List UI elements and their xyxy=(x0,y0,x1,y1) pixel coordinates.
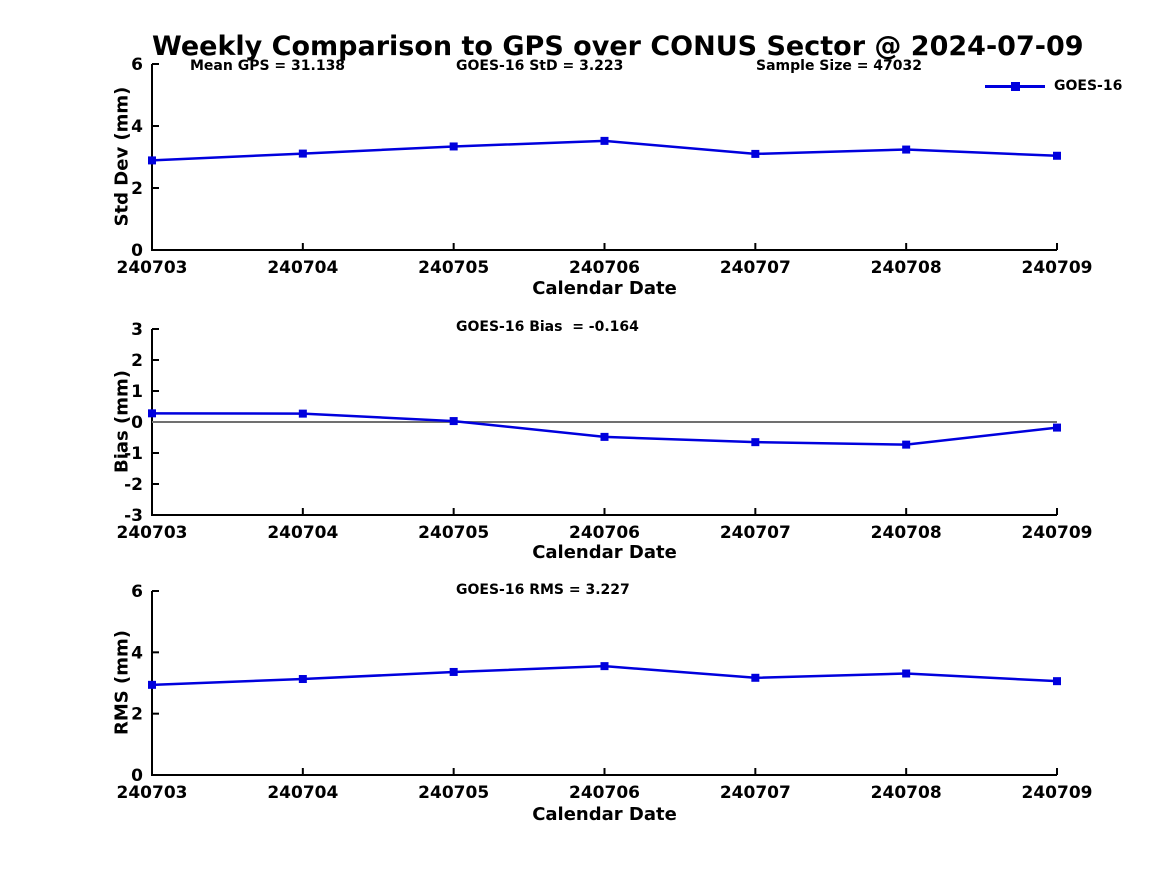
y-tick-label: -1 xyxy=(124,444,143,464)
annotation-mean-gps: Mean GPS = 31.138 xyxy=(190,58,346,74)
x-tick-label: 240708 xyxy=(871,258,942,278)
data-point-marker xyxy=(902,440,911,449)
y-axis-label-bias: Bias (mm) xyxy=(111,370,133,473)
x-tick-label: 240705 xyxy=(418,258,489,278)
y-tick-label: 2 xyxy=(131,179,143,199)
data-point-marker xyxy=(298,409,307,418)
x-tick-label: 240708 xyxy=(871,783,942,803)
x-tick-label: 240705 xyxy=(418,783,489,803)
subplot-std-dev: 0 2 4 6 240703 240704 240705 240706 240707 240708… xyxy=(117,55,1093,278)
annotation-goes16-bias: GOES-16 Bias = -0.164 xyxy=(456,319,639,335)
data-point-marker xyxy=(902,145,911,154)
y-tick-label: 4 xyxy=(131,643,143,663)
x-tick-label: 240707 xyxy=(720,523,791,543)
data-point-marker xyxy=(148,156,156,165)
data-point-marker xyxy=(449,142,458,151)
data-point-marker xyxy=(600,136,609,145)
y-tick-label: 0 xyxy=(131,241,143,261)
x-tick-label: 240705 xyxy=(418,523,489,543)
x-tick-label: 240708 xyxy=(871,523,942,543)
x-tick-label: 240709 xyxy=(1022,783,1093,803)
x-tick-label: 240704 xyxy=(267,258,338,278)
chart-title: Weekly Comparison to GPS over CONUS Sect… xyxy=(152,31,1084,62)
data-point-marker xyxy=(751,438,760,447)
data-point-marker xyxy=(751,673,760,682)
data-point-marker xyxy=(1053,677,1061,686)
y-axis-label-rms: RMS (mm) xyxy=(111,630,133,735)
subplot-rms: 0 2 4 6 240703 240704 240705 240706 240707 240708… xyxy=(117,582,1093,803)
legend-label: GOES-16 xyxy=(1054,78,1123,94)
legend-square-marker-icon xyxy=(1011,81,1020,91)
x-tick-label: 240703 xyxy=(117,783,188,803)
data-point-marker xyxy=(600,662,609,671)
data-point-marker xyxy=(600,432,609,441)
x-axis-label-stddev: Calendar Date xyxy=(532,278,677,299)
data-point-marker xyxy=(449,667,458,676)
data-point-marker xyxy=(449,417,458,426)
legend: GOES-16 xyxy=(985,78,1122,94)
y-axis-label-stddev: Std Dev (mm) xyxy=(111,86,133,227)
annotation-goes16-std: GOES-16 StD = 3.223 xyxy=(456,58,624,74)
data-point-marker xyxy=(298,675,307,684)
data-point-marker xyxy=(148,680,156,689)
x-tick-label: 240707 xyxy=(720,783,791,803)
y-tick-label: 6 xyxy=(131,582,143,602)
y-tick-label: 2 xyxy=(131,351,143,371)
data-point-marker xyxy=(298,149,307,158)
x-tick-label: 240706 xyxy=(569,258,640,278)
data-point-marker xyxy=(148,409,156,418)
x-tick-label: 240706 xyxy=(569,783,640,803)
x-tick-label: 240703 xyxy=(117,258,188,278)
x-axis-label-rms: Calendar Date xyxy=(532,804,677,825)
data-point-marker xyxy=(1053,423,1061,432)
y-tick-label: -3 xyxy=(124,506,143,526)
x-tick-label: 240709 xyxy=(1022,523,1093,543)
y-tick-label: 0 xyxy=(131,413,143,433)
annotation-goes16-rms: GOES-16 RMS = 3.227 xyxy=(456,582,630,598)
data-point-marker xyxy=(902,669,911,678)
x-tick-label: 240704 xyxy=(267,783,338,803)
annotation-sample-size: Sample Size = 47032 xyxy=(756,58,923,74)
x-tick-label: 240703 xyxy=(117,523,188,543)
y-tick-label: 4 xyxy=(131,117,143,137)
y-tick-label: -2 xyxy=(124,475,143,495)
x-tick-label: 240707 xyxy=(720,258,791,278)
axis-frame xyxy=(151,64,1057,251)
data-point-marker xyxy=(751,149,760,158)
y-tick-label: 1 xyxy=(131,382,143,402)
axis-frame xyxy=(151,591,1057,776)
x-tick-label: 240709 xyxy=(1022,258,1093,278)
y-tick-label: 6 xyxy=(131,55,143,75)
y-tick-label: 0 xyxy=(131,766,143,786)
x-tick-label: 240706 xyxy=(569,523,640,543)
legend-line-sample xyxy=(985,81,1045,91)
y-tick-label: 3 xyxy=(131,320,143,340)
data-point-marker xyxy=(1053,151,1061,160)
x-axis-label-bias: Calendar Date xyxy=(532,542,677,563)
x-tick-label: 240704 xyxy=(267,523,338,543)
y-tick-label: 2 xyxy=(131,705,143,725)
